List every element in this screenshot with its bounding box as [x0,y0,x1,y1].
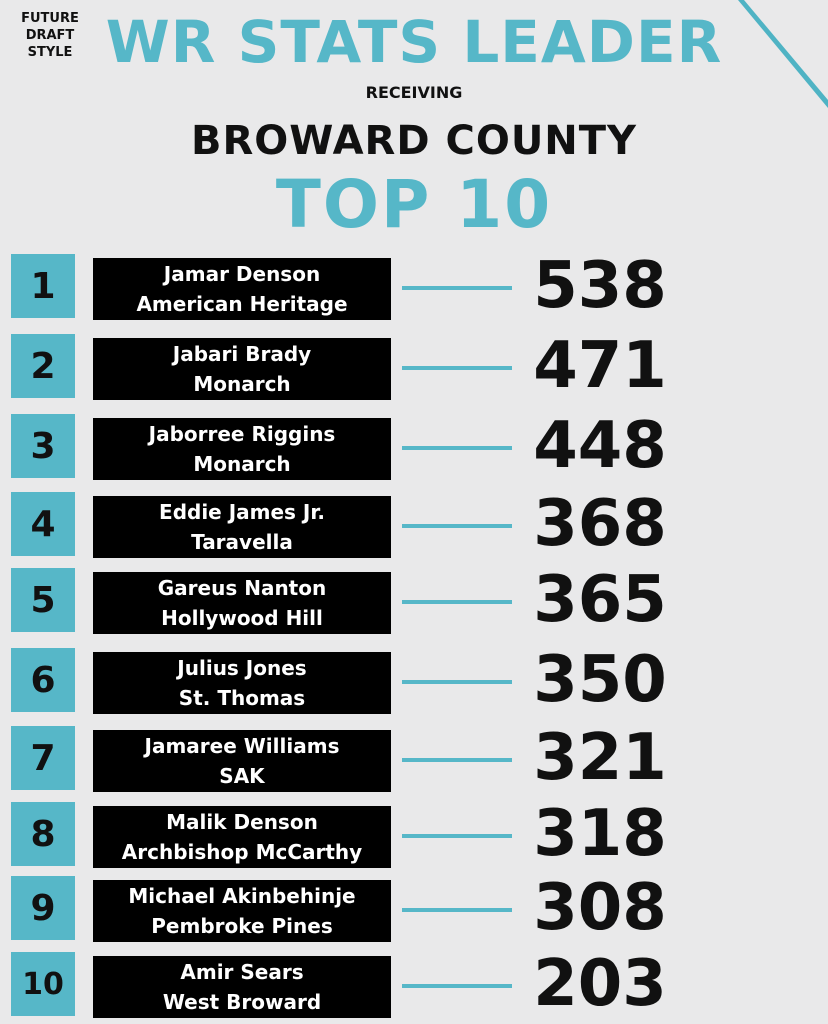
corner-accent-inner [744,0,828,100]
player-name: Jamar Denson [163,262,321,286]
rank-badge: 10 [11,952,75,1016]
player-name: Eddie James Jr. [159,500,325,524]
connector-line [402,286,512,290]
brand-line-3: STYLE [27,45,73,60]
player-box: Amir Sears West Broward [93,956,391,1018]
leaderboard-row: 3 Jaborree Riggins Monarch 448 [0,409,828,483]
receiving-yards: 350 [533,643,667,717]
connector-line [402,600,512,604]
rank-badge: 8 [11,802,75,866]
player-name: Jabari Brady [172,342,312,366]
player-school: SAK [219,764,265,788]
leaderboard-row: 7 Jamaree Williams SAK 321 [0,721,828,795]
player-school: American Heritage [136,292,348,316]
leaderboard-row: 4 Eddie James Jr. Taravella 368 [0,487,828,561]
connector-line [402,680,512,684]
player-school: Monarch [193,372,291,396]
rank-badge: 9 [11,876,75,940]
connector-line [402,524,512,528]
leaderboard-row: 5 Gareus Nanton Hollywood Hill 365 [0,563,828,637]
player-school: Pembroke Pines [151,914,333,938]
player-box: Gareus Nanton Hollywood Hill [93,572,391,634]
connector-line [402,984,512,988]
player-name: Jamaree Williams [144,734,340,758]
connector-line [402,366,512,370]
rank-badge: 4 [11,492,75,556]
player-box: Jaborree Riggins Monarch [93,418,391,480]
rank-badge: 5 [11,568,75,632]
player-box: Michael Akinbehinje Pembroke Pines [93,880,391,942]
receiving-yards: 368 [533,487,667,561]
receiving-yards: 471 [533,329,667,403]
rank-badge: 2 [11,334,75,398]
connector-line [402,908,512,912]
list-title: TOP 10 [275,166,553,243]
brand-logo: FUTURE DRAFT STYLE [10,10,90,61]
player-box: Julius Jones St. Thomas [93,652,391,714]
leaderboard-row: 2 Jabari Brady Monarch 471 [0,329,828,403]
brand-line-2: DRAFT [25,28,75,43]
player-box: Jamaree Williams SAK [93,730,391,792]
page-title: WR STATS LEADER [105,8,723,76]
player-box: Jamar Denson American Heritage [93,258,391,320]
player-name: Malik Denson [166,810,318,834]
player-box: Eddie James Jr. Taravella [93,496,391,558]
leaderboard-row: 8 Malik Denson Archbishop McCarthy 318 [0,797,828,871]
connector-line [402,758,512,762]
player-school: Hollywood Hill [161,606,323,630]
player-school: Monarch [193,452,291,476]
receiving-yards: 448 [533,409,667,483]
connector-line [402,446,512,450]
player-name: Jaborree Riggins [148,422,336,446]
player-box: Jabari Brady Monarch [93,338,391,400]
page-subtitle: RECEIVING [365,83,463,102]
receiving-yards: 318 [533,797,667,871]
player-school: St. Thomas [178,686,306,710]
brand-line-1: FUTURE [21,11,79,26]
rank-badge: 1 [11,254,75,318]
receiving-yards: 538 [533,249,667,323]
player-school: West Broward [162,990,322,1014]
player-school: Taravella [191,530,293,554]
rank-badge: 3 [11,414,75,478]
receiving-yards: 365 [533,563,667,637]
player-name: Michael Akinbehinje [128,884,356,908]
region-heading: BROWARD COUNTY [190,118,638,164]
leaderboard-row: 6 Julius Jones St. Thomas 350 [0,643,828,717]
player-name: Gareus Nanton [157,576,327,600]
receiving-yards: 203 [533,947,667,1021]
connector-line [402,834,512,838]
leaderboard-row: 10 Amir Sears West Broward 203 [0,947,828,1021]
player-name: Julius Jones [177,656,307,680]
receiving-yards: 308 [533,871,667,945]
receiving-yards: 321 [533,721,667,795]
rank-badge: 6 [11,648,75,712]
leaderboard-row: 1 Jamar Denson American Heritage 538 [0,249,828,323]
rank-badge: 7 [11,726,75,790]
player-box: Malik Denson Archbishop McCarthy [93,806,391,868]
leaderboard-row: 9 Michael Akinbehinje Pembroke Pines 308 [0,871,828,945]
player-name: Amir Sears [180,960,304,984]
player-school: Archbishop McCarthy [121,840,363,864]
